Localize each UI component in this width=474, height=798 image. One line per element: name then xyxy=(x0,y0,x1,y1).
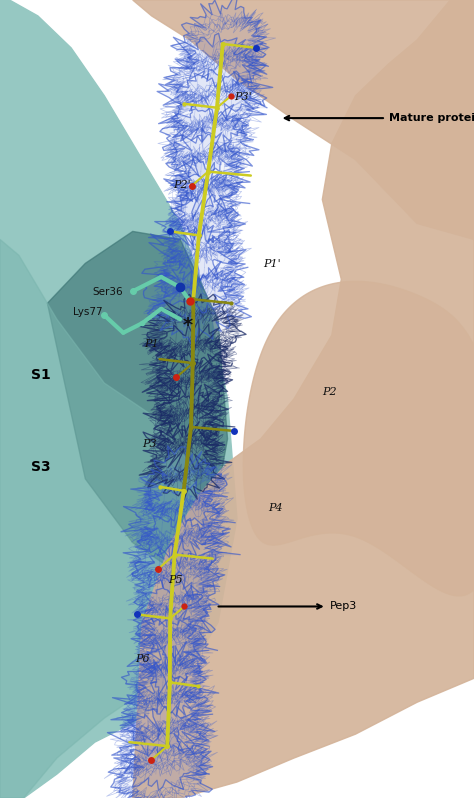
Text: *: * xyxy=(182,316,192,335)
Polygon shape xyxy=(133,0,474,239)
Text: P6: P6 xyxy=(135,654,150,665)
Polygon shape xyxy=(142,320,232,407)
Polygon shape xyxy=(131,446,228,527)
Text: P3: P3 xyxy=(142,439,157,449)
Polygon shape xyxy=(148,182,246,290)
Polygon shape xyxy=(47,231,228,575)
Polygon shape xyxy=(133,0,474,798)
Polygon shape xyxy=(157,69,267,152)
Text: S3: S3 xyxy=(31,460,50,474)
Polygon shape xyxy=(108,727,213,798)
Polygon shape xyxy=(0,0,237,798)
Text: P2': P2' xyxy=(173,180,191,190)
Text: S1: S1 xyxy=(31,368,51,382)
Polygon shape xyxy=(243,282,474,596)
Text: P2: P2 xyxy=(322,387,337,397)
Polygon shape xyxy=(123,508,240,599)
Text: Pep3: Pep3 xyxy=(219,602,356,611)
Text: Lys77: Lys77 xyxy=(73,307,103,318)
Polygon shape xyxy=(127,606,218,696)
Polygon shape xyxy=(163,34,273,122)
Polygon shape xyxy=(132,539,225,633)
Text: P1': P1' xyxy=(263,259,281,270)
Polygon shape xyxy=(111,659,215,757)
Polygon shape xyxy=(142,223,248,313)
Polygon shape xyxy=(171,0,269,92)
Text: P4: P4 xyxy=(268,503,283,513)
Polygon shape xyxy=(144,258,251,344)
Polygon shape xyxy=(137,294,246,372)
Polygon shape xyxy=(143,378,235,472)
Polygon shape xyxy=(147,353,233,439)
Polygon shape xyxy=(164,156,250,250)
Polygon shape xyxy=(166,128,250,219)
Polygon shape xyxy=(139,421,232,500)
Polygon shape xyxy=(121,482,235,567)
Text: P5: P5 xyxy=(168,575,183,585)
Polygon shape xyxy=(133,571,215,672)
Text: P3': P3' xyxy=(235,92,252,102)
Text: P1: P1 xyxy=(145,339,159,350)
Polygon shape xyxy=(160,97,259,182)
Text: Mature protein: Mature protein xyxy=(285,113,474,123)
Text: Ser36: Ser36 xyxy=(92,287,123,298)
Polygon shape xyxy=(0,239,209,798)
Polygon shape xyxy=(121,638,219,717)
Polygon shape xyxy=(108,697,210,790)
